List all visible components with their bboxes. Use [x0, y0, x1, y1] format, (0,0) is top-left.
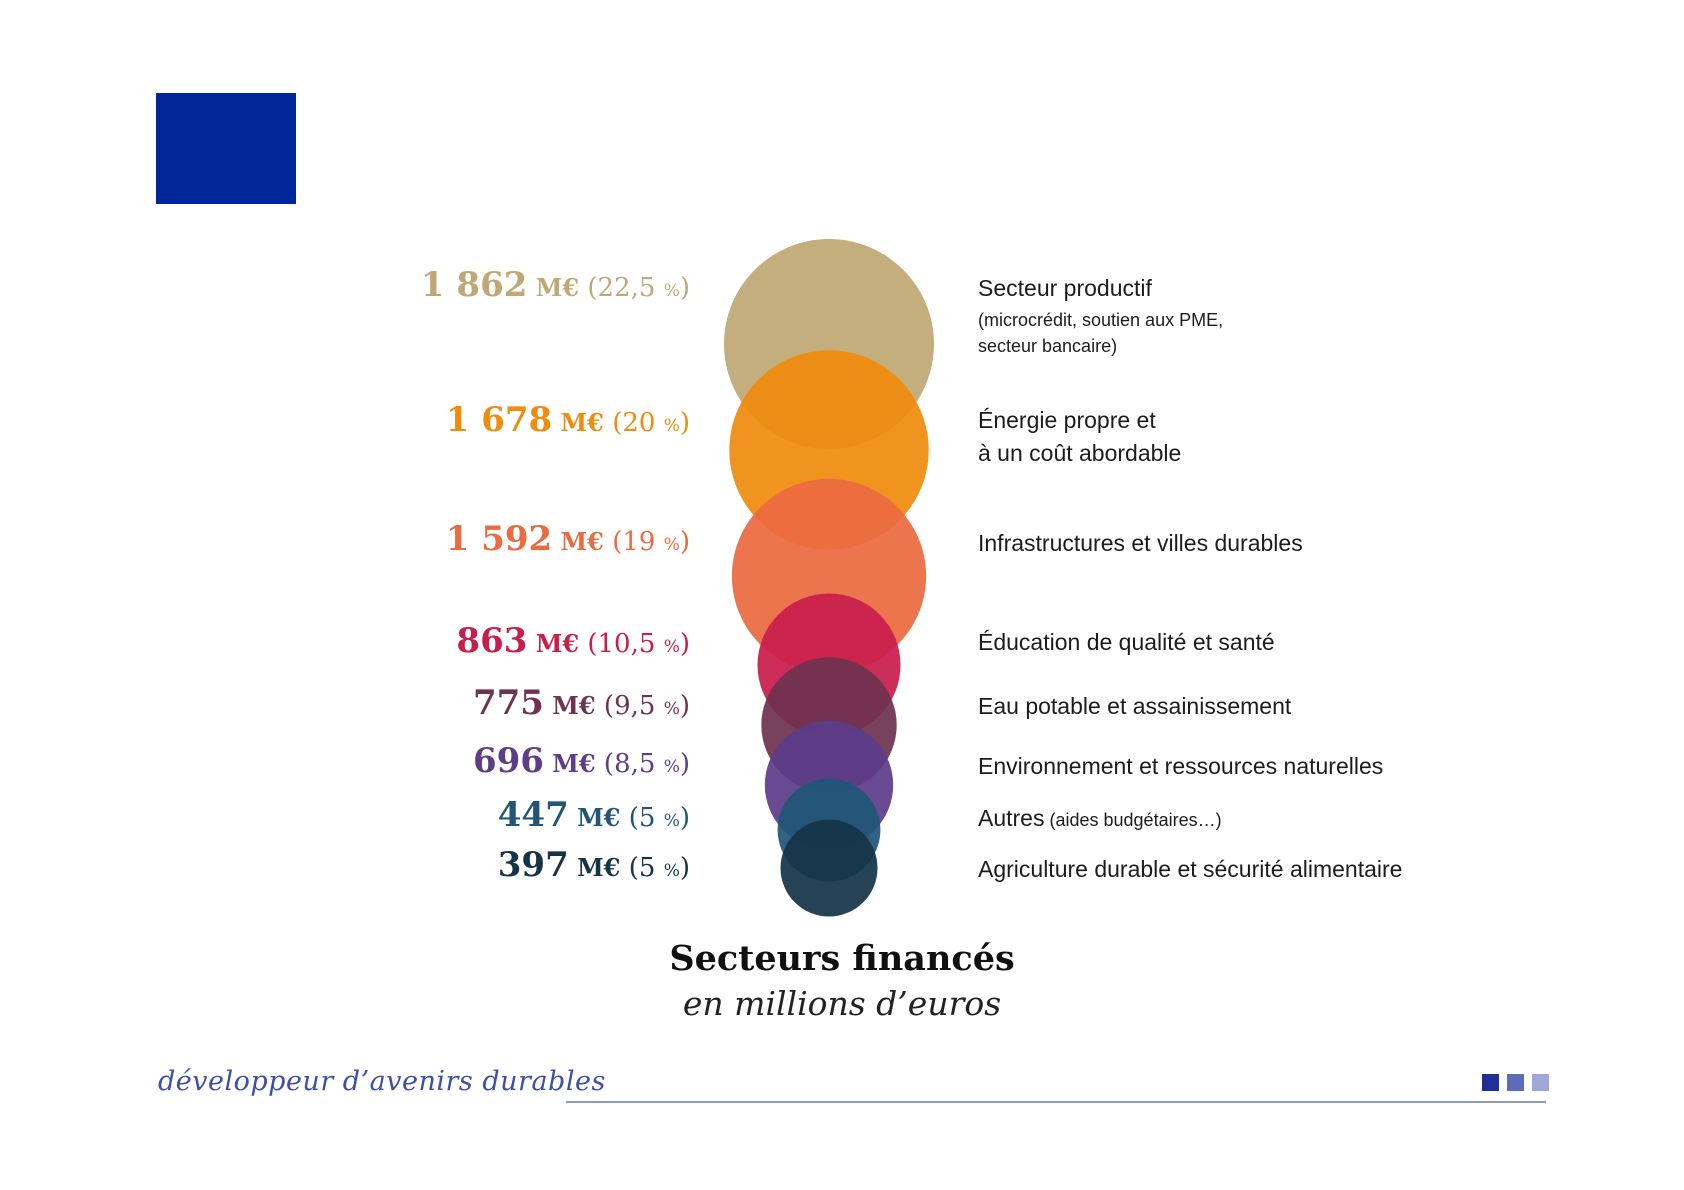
sector-label-6: Environnement et ressources naturelles	[978, 753, 1383, 779]
sector-label-1: Secteur productif	[978, 275, 1152, 301]
value-label-6: 696 M€ (8,5 %)	[473, 741, 690, 781]
sector-label-4: Éducation de qualité et santé	[978, 629, 1275, 655]
footer-square-1	[1482, 1074, 1499, 1091]
chart-title: Secteurs financés	[669, 938, 1015, 979]
value-label-1: 1 862 M€ (22,5 %)	[421, 265, 690, 305]
value-label-4: 863 M€ (10,5 %)	[456, 621, 690, 661]
logo-square	[156, 93, 296, 204]
chart-subtitle: en millions d’euros	[682, 984, 1002, 1023]
footer-slogan: développeur d’avenirs durables	[158, 1066, 606, 1097]
footer-square-2	[1507, 1074, 1524, 1091]
sector-sublabel-1-line-1: (microcrédit, soutien aux PME,	[978, 310, 1223, 330]
sector-label-group: Secteur productif (microcrédit, soutien a…	[978, 275, 1402, 882]
sector-label-3: Infrastructures et villes durables	[978, 530, 1303, 556]
bubble-8	[780, 819, 878, 917]
sector-sublabel-1-line-2: secteur bancaire)	[978, 336, 1117, 356]
footer-square-3	[1532, 1074, 1549, 1091]
sector-label-2-line-2: à un coût abordable	[978, 440, 1181, 466]
sector-label-2-line-1: Énergie propre et	[978, 407, 1156, 433]
footer-divider	[566, 1101, 1546, 1103]
value-label-8: 397 M€ (5 %)	[498, 845, 690, 885]
sector-label-8: Agriculture durable et sécurité alimenta…	[978, 856, 1402, 882]
value-label-3: 1 592 M€ (19 %)	[446, 519, 690, 559]
bubble-group	[724, 239, 934, 917]
sector-label-5: Eau potable et assainissement	[978, 693, 1292, 719]
value-label-7: 447 M€ (5 %)	[498, 795, 690, 835]
value-label-group: 1 862 M€ (22,5 %) 1 678 M€ (20 %) 1 592 M€…	[421, 265, 690, 885]
sector-label-7: Autres (aides budgétaires…)	[978, 805, 1222, 831]
value-label-5: 775 M€ (9,5 %)	[473, 683, 690, 723]
value-label-2: 1 678 M€ (20 %)	[446, 400, 690, 440]
